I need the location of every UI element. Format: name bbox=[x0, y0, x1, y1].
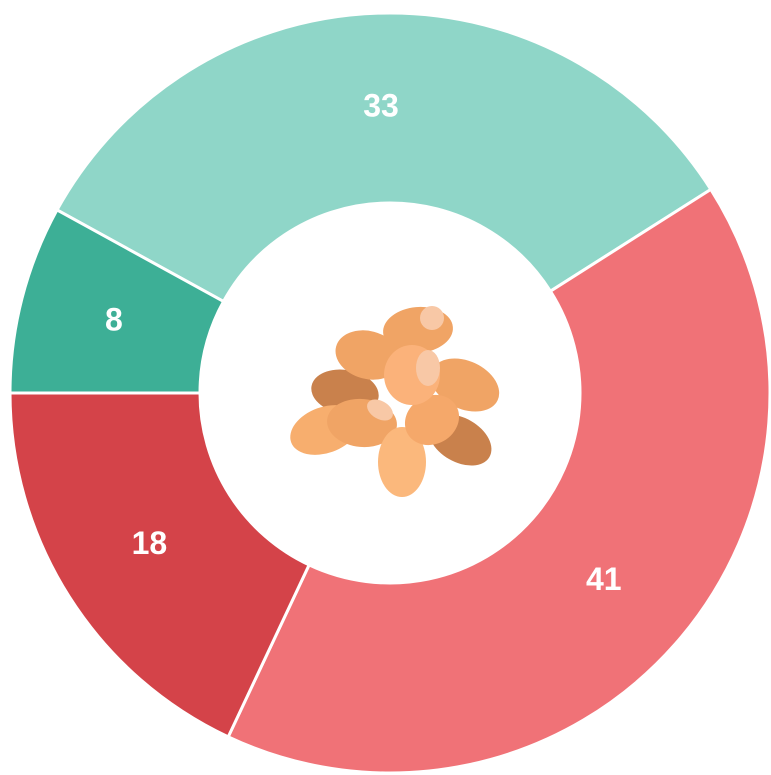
peanuts-icon bbox=[290, 306, 500, 497]
donut-slice bbox=[8, 207, 226, 395]
slice-label: 33 bbox=[363, 88, 399, 124]
donut-slice bbox=[226, 187, 771, 775]
slices bbox=[8, 11, 771, 775]
slice-label: 18 bbox=[132, 525, 168, 561]
labels: 33 41 18 8 bbox=[105, 88, 622, 597]
donut-slice bbox=[8, 391, 312, 739]
slice-label: 8 bbox=[105, 302, 123, 338]
slice-label: 41 bbox=[586, 561, 622, 597]
donut-slice bbox=[54, 11, 713, 304]
